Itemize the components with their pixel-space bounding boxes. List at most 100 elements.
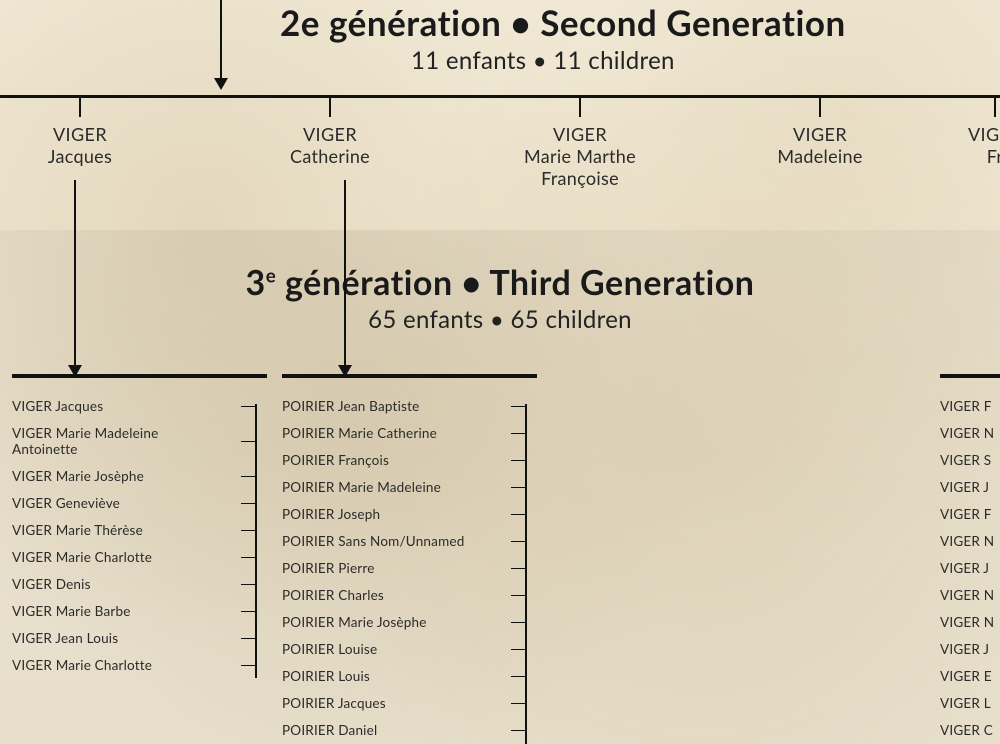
gen3-descendant: VIGER N <box>940 581 1000 608</box>
gen3-title: 3e génération • Third Generation <box>0 262 1000 303</box>
gen3-column: VIGER Jacques VIGER Marie Madeleine Antoi… <box>12 374 267 678</box>
gen3-descendant-name: POIRIER Marie Josèphe <box>282 614 427 630</box>
gen3-descendant: VIGER Marie Josèphe <box>12 462 267 489</box>
gen3-descendant: VIGER E <box>940 662 1000 689</box>
gen3-descendant-name: VIGER N <box>940 614 994 630</box>
gen3-descendant-name: VIGER Marie Madeleine Antoinette <box>12 425 222 457</box>
gen2-node: VIGERFr <box>895 95 1000 167</box>
genealogy-tree: 2e génération • Second Generation 11 enf… <box>0 0 1000 744</box>
gen3-descendant-name: VIGER N <box>940 587 994 603</box>
gen3-descendant: POIRIER Jacques <box>282 689 537 716</box>
gen3-descendant: VIGER C <box>940 716 1000 743</box>
gen3-descendant-name: POIRIER François <box>282 452 389 468</box>
gen2-surname: VIGER <box>230 123 430 145</box>
gen2-connector-tick <box>329 95 331 117</box>
gen3-descendant-name: VIGER J <box>940 479 989 495</box>
gen3-descendant: POIRIER François <box>282 446 537 473</box>
gen2-surname: VIGER <box>895 123 1000 145</box>
arrow-gen2-to-gen3 <box>344 180 346 375</box>
gen2-given-name: Fr <box>895 145 1000 167</box>
gen3-descendant-name: VIGER Jean Louis <box>12 630 118 646</box>
gen3-descendant: VIGER Marie Barbe <box>12 597 267 624</box>
gen3-descendant-name: VIGER L <box>940 695 991 711</box>
gen3-descendant: VIGER Marie Charlotte <box>12 651 267 678</box>
gen3-descendant-name: VIGER N <box>940 533 994 549</box>
gen3-descendant: VIGER N <box>940 527 1000 554</box>
gen3-descendant: VIGER J <box>940 635 1000 662</box>
gen2-node: VIGERMarie MartheFrançoise <box>480 95 680 189</box>
gen3-descendant-name: POIRIER Joseph <box>282 506 380 522</box>
gen2-subtitle: 11 enfants • 11 children <box>240 46 846 75</box>
gen3-descendant-list: POIRIER Jean Baptiste POIRIER Marie Cathe… <box>282 392 537 744</box>
gen3-descendant-name: VIGER E <box>940 668 992 684</box>
gen3-column-header-bar <box>12 374 267 378</box>
gen2-node: VIGERMadeleine <box>720 95 920 167</box>
gen2-given-name: Jacques <box>0 145 180 167</box>
gen3-descendant-name: POIRIER Jacques <box>282 695 386 711</box>
gen3-descendant: POIRIER Louise <box>282 635 537 662</box>
gen3-descendant: POIRIER Sans Nom/Unnamed <box>282 527 537 554</box>
gen3-descendant-name: VIGER J <box>940 641 989 657</box>
gen2-nodes-row: VIGERJacquesVIGERCatherineVIGERMarie Mar… <box>0 95 1000 235</box>
gen2-title: 2e génération • Second Generation <box>280 2 846 44</box>
gen3-column: VIGER F VIGER N VIGER S VIGER J VIGER F VIGER… <box>940 374 1000 743</box>
gen3-descendant-name: POIRIER Pierre <box>282 560 375 576</box>
gen3-descendant-name: VIGER Jacques <box>12 398 103 414</box>
gen3-descendant: VIGER J <box>940 554 1000 581</box>
gen3-descendant: VIGER F <box>940 392 1000 419</box>
gen2-connector-tick <box>579 95 581 117</box>
gen3-descendant-name: VIGER F <box>940 398 992 414</box>
gen2-connector-tick <box>819 95 821 117</box>
gen3-descendant: VIGER Denis <box>12 570 267 597</box>
gen3-descendant: POIRIER Marie Madeleine <box>282 473 537 500</box>
gen3-descendant: POIRIER Joseph <box>282 500 537 527</box>
gen3-descendant-name: VIGER Marie Thérèse <box>12 522 143 538</box>
gen2-given-name: Françoise <box>480 167 680 189</box>
gen3-descendant-name: VIGER J <box>940 560 989 576</box>
gen2-given-name: Catherine <box>230 145 430 167</box>
gen2-node: VIGERCatherine <box>230 95 430 167</box>
gen3-descendant: POIRIER Charles <box>282 581 537 608</box>
arrow-gen2-to-gen3 <box>74 180 76 375</box>
gen3-descendant: POIRIER Daniel <box>282 716 537 743</box>
gen3-descendant: POIRIER Marie Catherine <box>282 419 537 446</box>
gen3-descendant-name: POIRIER Marie Madeleine <box>282 479 441 495</box>
gen3-descendant-name: VIGER F <box>940 506 992 522</box>
gen3-descendant-name: VIGER Marie Charlotte <box>12 549 152 565</box>
gen3-descendant-name: POIRIER Daniel <box>282 722 377 738</box>
gen3-descendant: VIGER Geneviève <box>12 489 267 516</box>
gen2-surname: VIGER <box>720 123 920 145</box>
gen3-descendant-name: POIRIER Louis <box>282 668 370 684</box>
gen2-connector-tick <box>79 95 81 117</box>
gen2-connector-tick <box>994 95 996 117</box>
gen3-descendant: VIGER L <box>940 689 1000 716</box>
gen2-surname: VIGER <box>480 123 680 145</box>
gen2-surname: VIGER <box>0 123 180 145</box>
gen3-subtitle: 65 enfants • 65 children <box>0 305 1000 334</box>
gen3-descendant-name: VIGER Marie Barbe <box>12 603 131 619</box>
gen2-heading: 2e génération • Second Generation 11 enf… <box>280 2 846 75</box>
gen2-given-name: Madeleine <box>720 145 920 167</box>
arrow-into-gen2 <box>220 0 222 88</box>
gen3-descendant-name: VIGER Marie Charlotte <box>12 657 152 673</box>
gen2-node: VIGERJacques <box>0 95 180 167</box>
gen3-descendant-name: VIGER Geneviève <box>12 495 120 511</box>
gen3-descendant-name: POIRIER Jean Baptiste <box>282 398 419 414</box>
gen3-descendant: VIGER N <box>940 608 1000 635</box>
gen3-descendant-name: VIGER C <box>940 722 993 738</box>
gen3-descendant: VIGER S <box>940 446 1000 473</box>
gen3-descendant-name: POIRIER Louise <box>282 641 377 657</box>
gen3-descendant: VIGER J <box>940 473 1000 500</box>
gen3-column: POIRIER Jean Baptiste POIRIER Marie Cathe… <box>282 374 537 744</box>
gen3-descendant-name: VIGER Denis <box>12 576 91 592</box>
gen3-descendant: POIRIER Marie Josèphe <box>282 608 537 635</box>
gen3-descendant-list: VIGER F VIGER N VIGER S VIGER J VIGER F VIGER… <box>940 392 1000 743</box>
gen3-descendant: VIGER F <box>940 500 1000 527</box>
gen3-descendant: POIRIER Louis <box>282 662 537 689</box>
gen3-descendant: VIGER Marie Madeleine Antoinette <box>12 419 267 462</box>
gen3-descendant: VIGER Jean Louis <box>12 624 267 651</box>
gen3-descendant-name: POIRIER Marie Catherine <box>282 425 437 441</box>
gen3-descendant: POIRIER Jean Baptiste <box>282 392 537 419</box>
gen3-descendant-name: POIRIER Sans Nom/Unnamed <box>282 533 464 549</box>
gen3-column-header-bar <box>940 374 1000 378</box>
